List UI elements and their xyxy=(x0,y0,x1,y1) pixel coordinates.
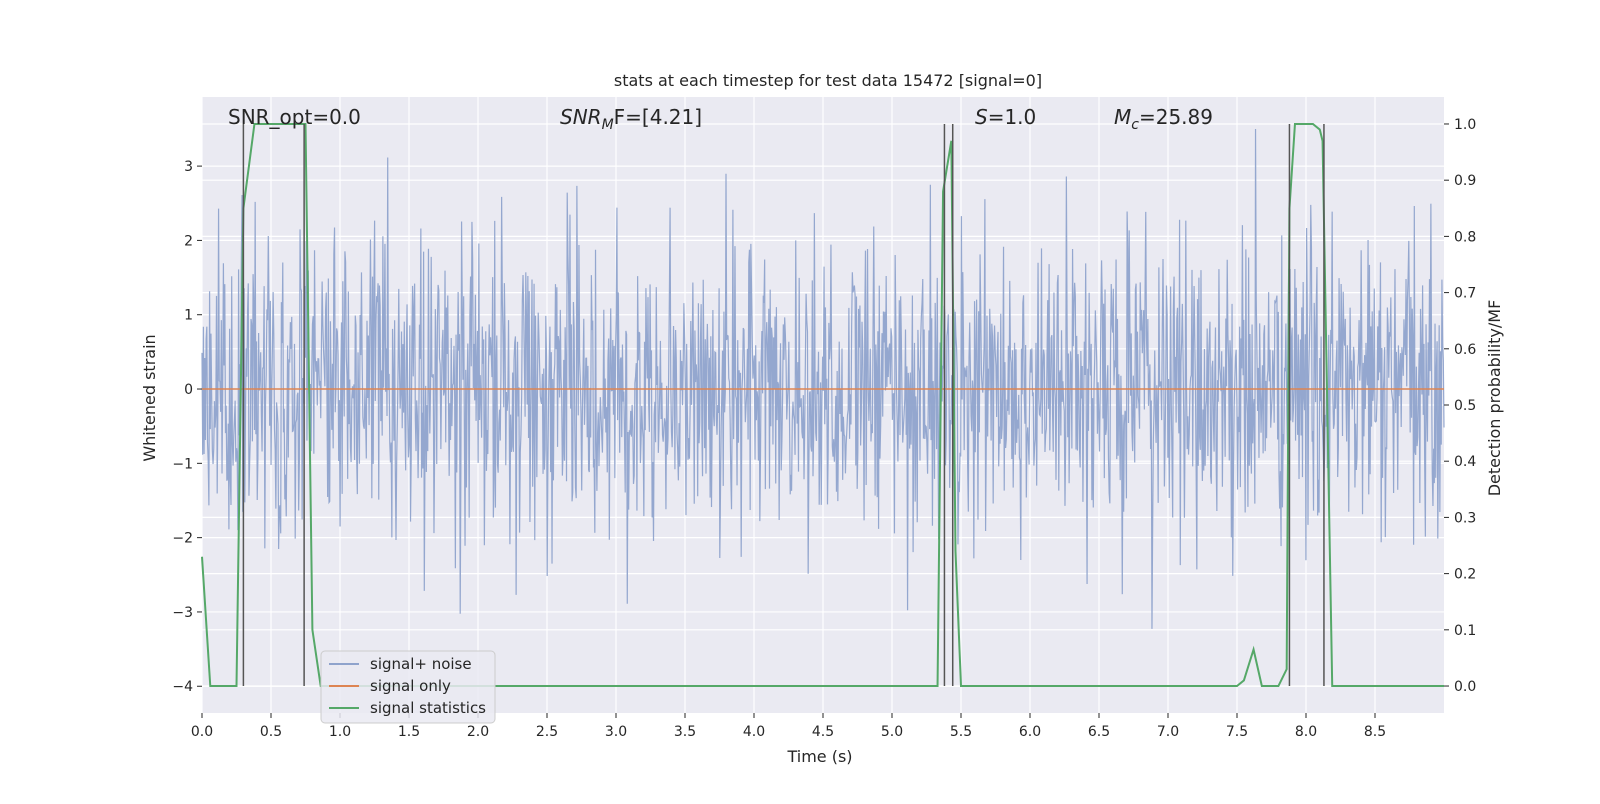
detection-markers xyxy=(242,123,1325,687)
y2-tick-label: 0.5 xyxy=(1454,398,1476,414)
annotation-s-symbol: S xyxy=(975,105,988,129)
y-tick-label: −3 xyxy=(172,605,193,621)
x-tick-label: 1.5 xyxy=(398,724,420,740)
y2-tick-label: 0.4 xyxy=(1454,454,1476,470)
noise-trace xyxy=(201,128,1445,629)
y2-tick-label: 0.0 xyxy=(1454,679,1476,695)
y-tick-label: −4 xyxy=(172,679,193,695)
annotation-s: S=1.0 xyxy=(975,105,1036,129)
x-tick-label: 2.0 xyxy=(467,724,489,740)
x-tick-label: 0.0 xyxy=(191,724,213,740)
legend: signal+ noise signal only signal statist… xyxy=(320,650,496,724)
axes: 0.0 0.5 1.0 1.5 2.0 2.5 3.0 3.5 4.0 4.5 5.0 5.5 6.0 6… xyxy=(172,117,1476,740)
annotations: SNR_opt=0.0 SNRMF=[4.21] S=1.0 Mc=25.89 xyxy=(228,105,1213,133)
y2-tick-label: 0.6 xyxy=(1454,342,1476,358)
legend-label-signal-noise: signal+ noise xyxy=(370,655,472,673)
y2-tick-label: 1.0 xyxy=(1454,117,1476,133)
annotation-mc-value: =25.89 xyxy=(1139,105,1213,129)
series-signal-statistics xyxy=(201,122,1444,688)
x-tick-label: 6.5 xyxy=(1088,724,1110,740)
annotation-mc: Mc=25.89 xyxy=(1114,105,1213,133)
x-tick-label: 4.0 xyxy=(743,724,765,740)
y-axis-label: Whitened strain xyxy=(140,334,159,461)
annotation-mc-symbol: M xyxy=(1114,105,1131,129)
annotation-snr-mf-value: F=[4.21] xyxy=(614,105,702,129)
y2-tick-label: 0.2 xyxy=(1454,567,1476,583)
chart-title: stats at each timestep for test data 154… xyxy=(614,71,1042,90)
x-tick-label: 5.0 xyxy=(881,724,903,740)
annotation-s-value: =1.0 xyxy=(988,105,1037,129)
x-axis-label: Time (s) xyxy=(786,747,852,766)
x-tick-label: 1.0 xyxy=(329,724,351,740)
y-tick-label: 0 xyxy=(184,382,193,398)
y-tick-label: 1 xyxy=(184,308,193,324)
x-tick-label: 2.5 xyxy=(536,724,558,740)
x-tick-label: 8.5 xyxy=(1364,724,1386,740)
y-tick-label: 3 xyxy=(184,159,193,175)
y-tick-label: −1 xyxy=(172,456,193,472)
annotation-snr-opt: SNR_opt=0.0 xyxy=(228,105,361,129)
annotation-mc-sub: c xyxy=(1131,117,1139,133)
annotation-snr-mf-symbol: SNR xyxy=(560,105,602,129)
y2-tick-label: 0.8 xyxy=(1454,229,1476,245)
y2-tick-label: 0.7 xyxy=(1454,286,1476,302)
grid xyxy=(201,97,1444,713)
annotation-snr-mf-sub: M xyxy=(602,117,614,133)
y-tick-label: 2 xyxy=(184,233,193,249)
y2-axis-label: Detection probability/MF xyxy=(1485,300,1504,497)
x-tick-label: 8.0 xyxy=(1295,724,1317,740)
x-tick-label: 0.5 xyxy=(260,724,282,740)
x-tick-label: 3.5 xyxy=(674,724,696,740)
x-tick-label: 3.0 xyxy=(605,724,627,740)
y2-tick-label: 0.3 xyxy=(1454,510,1476,526)
y-tick-label: −2 xyxy=(172,531,193,547)
legend-label-signal-statistics: signal statistics xyxy=(370,699,486,717)
x-tick-label: 7.0 xyxy=(1157,724,1179,740)
x-tick-label: 4.5 xyxy=(812,724,834,740)
y2-tick-label: 0.1 xyxy=(1454,623,1476,639)
x-tick-label: 5.5 xyxy=(950,724,972,740)
annotation-snr-mf: SNRMF=[4.21] xyxy=(560,105,702,133)
legend-label-signal-only: signal only xyxy=(370,677,451,695)
legend-box xyxy=(320,650,496,724)
x-tick-label: 6.0 xyxy=(1019,724,1041,740)
x-tick-label: 7.5 xyxy=(1226,724,1248,740)
series-signal-noise xyxy=(201,128,1445,629)
y2-tick-label: 0.9 xyxy=(1454,173,1476,189)
